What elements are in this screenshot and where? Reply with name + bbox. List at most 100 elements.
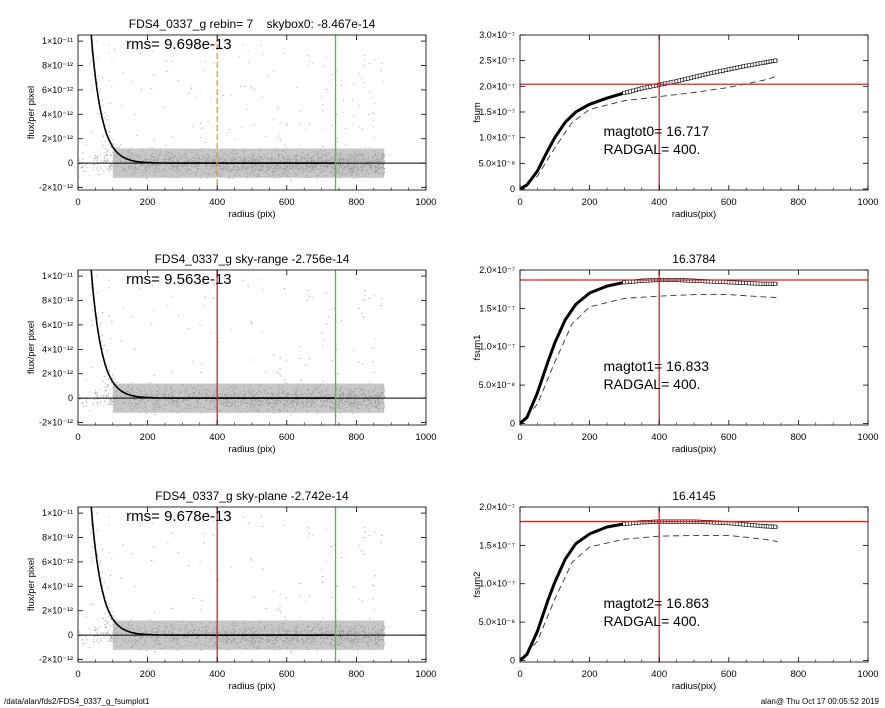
pixel-point (316, 178, 318, 180)
pixel-point (363, 65, 364, 66)
pixel-point (244, 86, 245, 87)
x-tick-label: 400 (651, 197, 667, 208)
pixel-point (84, 170, 86, 172)
pixel-point (278, 106, 280, 108)
pixel-point (153, 140, 155, 141)
pixel-point (210, 97, 212, 99)
pixel-point (97, 82, 98, 84)
pixel-point (110, 154, 111, 156)
pixel-point (91, 85, 93, 87)
pixel-point (106, 389, 107, 391)
pixel-point (229, 129, 231, 131)
pixel-point (112, 166, 114, 168)
pixel-point (306, 55, 308, 57)
pixel-point (119, 144, 121, 146)
pixel-point (104, 160, 106, 161)
y-tick-label: 1.5×10⁻⁷ (479, 107, 515, 117)
pixel-point (103, 104, 105, 106)
pixel-point (218, 341, 219, 343)
pixel-point (122, 72, 124, 74)
pixel-point (228, 177, 230, 179)
pixel-point (97, 398, 98, 400)
pixel-point (384, 389, 386, 390)
pixel-point (247, 285, 249, 287)
pixel-point (364, 146, 366, 148)
pixel-point (309, 295, 311, 297)
pixel-point (82, 152, 83, 154)
pixel-point (193, 283, 195, 285)
pixel-point (154, 414, 156, 415)
pixel-point (100, 401, 102, 402)
pixel-point (139, 288, 141, 290)
pixel-point (108, 132, 110, 133)
pixel-point (284, 144, 286, 146)
pixel-point (85, 379, 87, 381)
pixel-point (111, 404, 113, 405)
pixel-point (204, 305, 205, 307)
pixel-point (103, 158, 105, 160)
pixel-point (92, 402, 94, 404)
pixel-point (102, 113, 104, 114)
pixel-point (109, 402, 111, 403)
pixel-point (94, 399, 95, 400)
pixel-point (322, 146, 324, 148)
pixel-point (290, 178, 292, 180)
pixel-point (109, 130, 110, 132)
pixel-point (296, 86, 298, 88)
pixel-point (105, 161, 107, 163)
pixel-point (119, 146, 120, 148)
pixel-point (100, 166, 102, 167)
pixel-point (363, 316, 364, 318)
y-axis-label: flux/per pixel (26, 86, 37, 139)
pixel-point (361, 363, 363, 365)
pixel-point (290, 180, 292, 182)
y-tick-label: 1.0×10⁻⁷ (479, 133, 515, 143)
pixel-point (96, 160, 98, 162)
pixel-point (102, 161, 104, 163)
pixel-point (172, 135, 173, 137)
pixel-point (286, 124, 288, 125)
pixel-point (89, 63, 91, 65)
pixel-point (112, 401, 114, 403)
pixel-point (162, 106, 164, 108)
pixel-point (97, 158, 99, 160)
pixel-point (153, 375, 155, 376)
pixel-point (373, 348, 375, 350)
pixel-point (177, 315, 179, 316)
pixel-point (373, 119, 375, 121)
pixel-point (345, 127, 347, 129)
pixel-point (112, 374, 114, 376)
pixel-point (200, 137, 202, 138)
pixel-point (253, 359, 255, 361)
pixel-point (279, 122, 281, 124)
pixel-point (90, 132, 92, 133)
pixel-point (94, 390, 96, 391)
pixel-point (85, 209, 86, 210)
pixel-point (102, 134, 104, 136)
pixel-point (172, 370, 173, 372)
pixel-point (108, 393, 110, 394)
pixel-point (102, 136, 104, 137)
pixel-point (97, 155, 99, 157)
pixel-point (331, 125, 333, 126)
pixel-point (247, 50, 249, 52)
pixel-point (92, 309, 93, 311)
y-tick-label: 6×10⁻¹² (42, 85, 73, 95)
pixel-point (107, 149, 109, 151)
pixel-point (111, 146, 113, 148)
pixel-point (93, 30, 94, 31)
pixel-point (139, 53, 141, 55)
pixel-point (94, 155, 96, 156)
pixel-point (104, 387, 106, 388)
pixel-point (97, 163, 98, 165)
x-tick-label: 400 (209, 197, 225, 208)
pixel-point (79, 175, 81, 177)
pixel-point (279, 133, 281, 135)
pixel-point (286, 122, 288, 124)
pixel-point (109, 400, 111, 402)
pixel-point (109, 166, 110, 168)
pixel-point (102, 312, 104, 313)
pixel-point (199, 324, 201, 326)
pixel-point (83, 405, 84, 407)
pixel-point (85, 144, 87, 146)
